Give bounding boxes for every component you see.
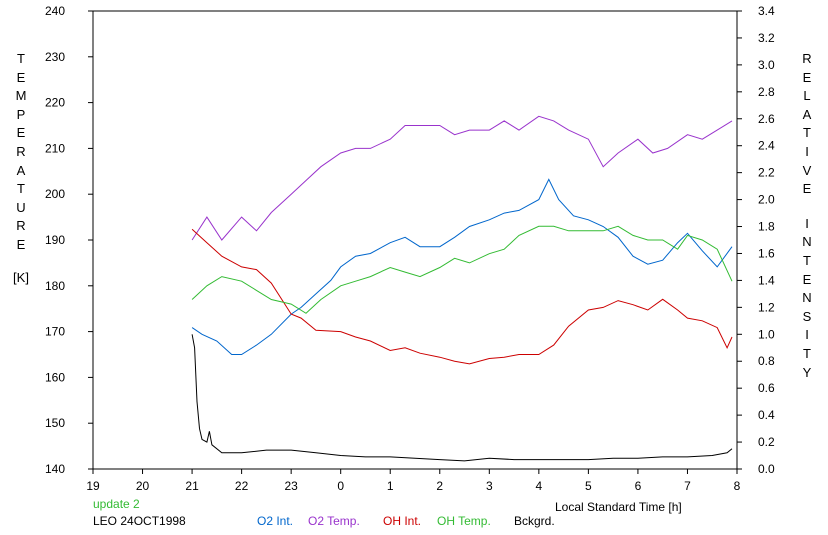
x-tick-label: 21: [185, 479, 199, 493]
series-oh-temp: [191, 225, 733, 314]
legend-item: Bckgrd.: [514, 514, 555, 528]
y-left-axis-label-letter: U: [16, 199, 26, 215]
y-left-tick-label: 180: [45, 279, 65, 293]
y-right-axis-label-letter: I: [805, 327, 809, 343]
x-tick-label: 23: [284, 479, 298, 493]
y-left-tick-label: 160: [45, 370, 65, 384]
x-tick-label: 1: [387, 479, 394, 493]
y-right-tick-label: 1.8: [758, 220, 775, 234]
x-tick-label: 3: [486, 479, 493, 493]
y-right-tick-label: 0.6: [758, 381, 775, 395]
x-tick-label: 6: [635, 479, 642, 493]
y-right-tick-label: 3.2: [758, 31, 775, 45]
y-left-tick-label: 190: [45, 233, 65, 247]
y-right-axis-label-letter: E: [802, 181, 812, 197]
y-right-tick-label: 2.6: [758, 112, 775, 126]
y-right-axis-label-letter: V: [802, 162, 812, 178]
x-tick-label: 20: [136, 479, 150, 493]
y-left-axis-label-letter: A: [16, 162, 26, 178]
x-tick-label: 0: [337, 479, 344, 493]
y-left-axis-label-letter: E: [16, 236, 26, 252]
x-tick-label: 2: [436, 479, 443, 493]
y-right-tick-label: 0.8: [758, 354, 775, 368]
y-right-tick-label: 1.4: [758, 273, 775, 287]
y-right-tick-label: 1.6: [758, 246, 775, 260]
y-right-axis-label-letter: L: [803, 88, 811, 104]
y-right-axis-label-letter: N: [802, 234, 812, 250]
y-right-tick-label: 3.4: [758, 4, 775, 18]
legend-item: OH Int.: [383, 514, 422, 528]
x-tick-label: 19: [86, 479, 100, 493]
y-right-axis-label-letter: E: [802, 69, 812, 85]
series-layer: [191, 115, 733, 462]
plot-frame: [92, 10, 738, 470]
y-right-axis-label-letter: I: [805, 215, 809, 231]
y-left-tick-label: 150: [45, 416, 65, 430]
legend-item: O2 Temp.: [308, 514, 360, 528]
y-right-axis-ticks: 3.4 3.2 3.0 2.8 2.6 2.4 2.2 2.0 1.8 1.6 1.4 1.2 1.0 0…: [737, 4, 775, 476]
y-left-axis-label-letter: R: [16, 218, 26, 234]
legend-item: O2 Int.: [257, 514, 294, 528]
y-right-axis-label-letter: A: [802, 106, 812, 122]
y-right-tick-label: 2.0: [758, 193, 775, 207]
y-left-tick-label: 140: [45, 462, 65, 476]
y-right-axis-label-letter: T: [803, 345, 811, 361]
x-tick-label: 22: [235, 479, 249, 493]
y-right-axis-label-letter: E: [802, 271, 812, 287]
series-oh-int: [191, 228, 733, 365]
y-right-tick-label: 1.0: [758, 327, 775, 341]
y-left-tick-label: 230: [45, 50, 65, 64]
y-left-axis-label-letter: M: [15, 88, 27, 104]
y-right-tick-label: 2.8: [758, 85, 775, 99]
x-tick-label: 4: [536, 479, 543, 493]
y-right-axis-label-letter: Y: [802, 364, 812, 380]
series-o2-int: [191, 178, 733, 355]
y-right-axis-label-letter: T: [803, 252, 811, 268]
y-left-axis-label-letter: P: [16, 106, 26, 122]
y-right-tick-label: 0.4: [758, 408, 775, 422]
update-label: update 2: [93, 497, 140, 511]
series-bckgrd: [191, 334, 733, 462]
y-right-axis-label-letter: I: [805, 143, 809, 159]
y-left-tick-label: 220: [45, 96, 65, 110]
x-tick-label: 5: [585, 479, 592, 493]
y-left-axis-label-letter: T: [17, 51, 25, 66]
y-right-axis-label-letter: T: [803, 125, 811, 141]
x-axis-label: Local Standard Time [h]: [555, 500, 682, 514]
y-left-axis-label-letter: E: [16, 69, 26, 85]
station-label: LEO 24OCT1998: [93, 514, 186, 528]
y-right-tick-label: 2.4: [758, 139, 775, 153]
x-tick-label: 7: [684, 479, 691, 493]
y-right-axis-label-letter: N: [802, 290, 812, 306]
y-right-tick-label: 0.2: [758, 435, 775, 449]
legend-item: OH Temp.: [437, 514, 491, 528]
x-tick-label: 8: [734, 479, 741, 493]
y-left-axis-label-letter: E: [16, 125, 26, 141]
y-right-axis-label-letter: S: [802, 308, 812, 324]
y-left-axis-label-letter: R: [16, 143, 26, 159]
y-right-tick-label: 1.2: [758, 300, 775, 314]
y-left-axis-unit: [K]: [13, 269, 29, 285]
y-right-tick-label: 2.2: [758, 166, 775, 180]
x-axis-ticks: 19 20 21 22 23 0 1 2 3 4 5 6 7 8: [86, 469, 741, 493]
y-left-tick-label: 200: [45, 187, 65, 201]
y-left-tick-label: 170: [45, 325, 65, 339]
y-right-tick-label: 3.0: [758, 58, 775, 72]
y-left-tick-label: 240: [45, 4, 65, 18]
series-o2-temp: [191, 115, 733, 241]
y-right-axis-label-letter: R: [802, 51, 812, 66]
y-left-tick-label: 210: [45, 141, 65, 155]
y-left-axis-label-letter: T: [17, 181, 25, 197]
y-right-tick-label: 0.0: [758, 462, 775, 476]
y-left-axis-ticks: 240 230 220 210 200 190 180 170 160 150 140: [45, 4, 93, 476]
